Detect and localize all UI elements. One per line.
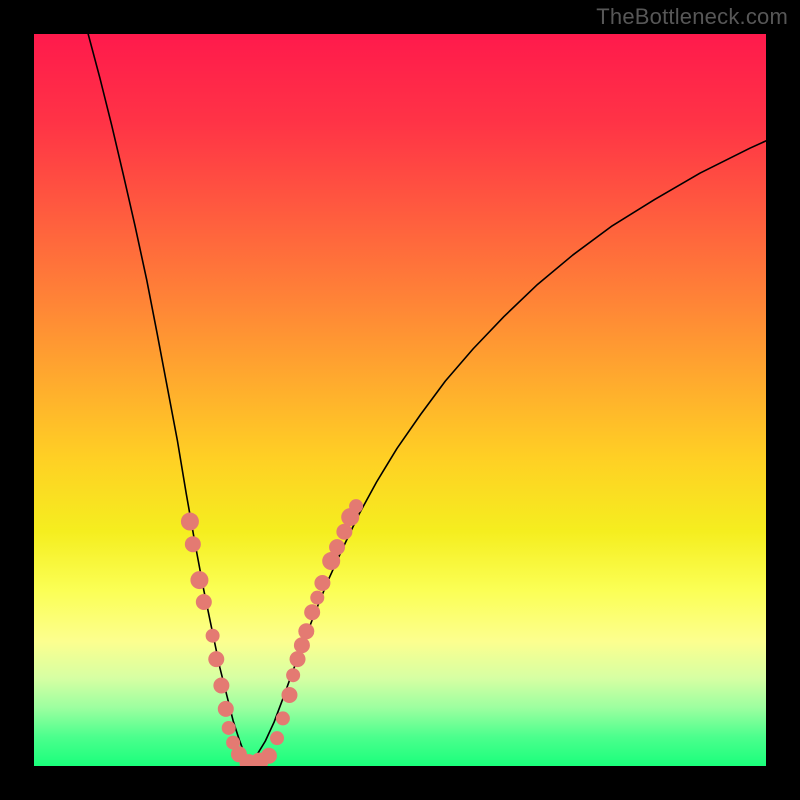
data-marker xyxy=(270,731,284,745)
data-marker xyxy=(181,513,199,531)
data-marker xyxy=(314,575,330,591)
data-marker xyxy=(206,629,220,643)
data-marker xyxy=(261,748,277,764)
data-marker xyxy=(349,499,363,513)
data-marker xyxy=(218,701,234,717)
data-marker xyxy=(222,721,236,735)
plot-background xyxy=(34,34,766,766)
data-marker xyxy=(213,677,229,693)
data-marker xyxy=(298,623,314,639)
chart-stage: TheBottleneck.com xyxy=(0,0,800,800)
data-marker xyxy=(276,711,290,725)
bottleneck-chart-svg xyxy=(0,0,800,800)
data-marker xyxy=(294,637,310,653)
data-marker xyxy=(190,571,208,589)
data-marker xyxy=(281,687,297,703)
data-marker xyxy=(329,539,345,555)
data-marker xyxy=(208,651,224,667)
watermark-text: TheBottleneck.com xyxy=(596,4,788,30)
data-marker xyxy=(185,536,201,552)
data-marker xyxy=(310,591,324,605)
data-marker xyxy=(196,594,212,610)
data-marker xyxy=(290,651,306,667)
data-marker xyxy=(336,524,352,540)
data-marker xyxy=(286,668,300,682)
data-marker xyxy=(304,604,320,620)
